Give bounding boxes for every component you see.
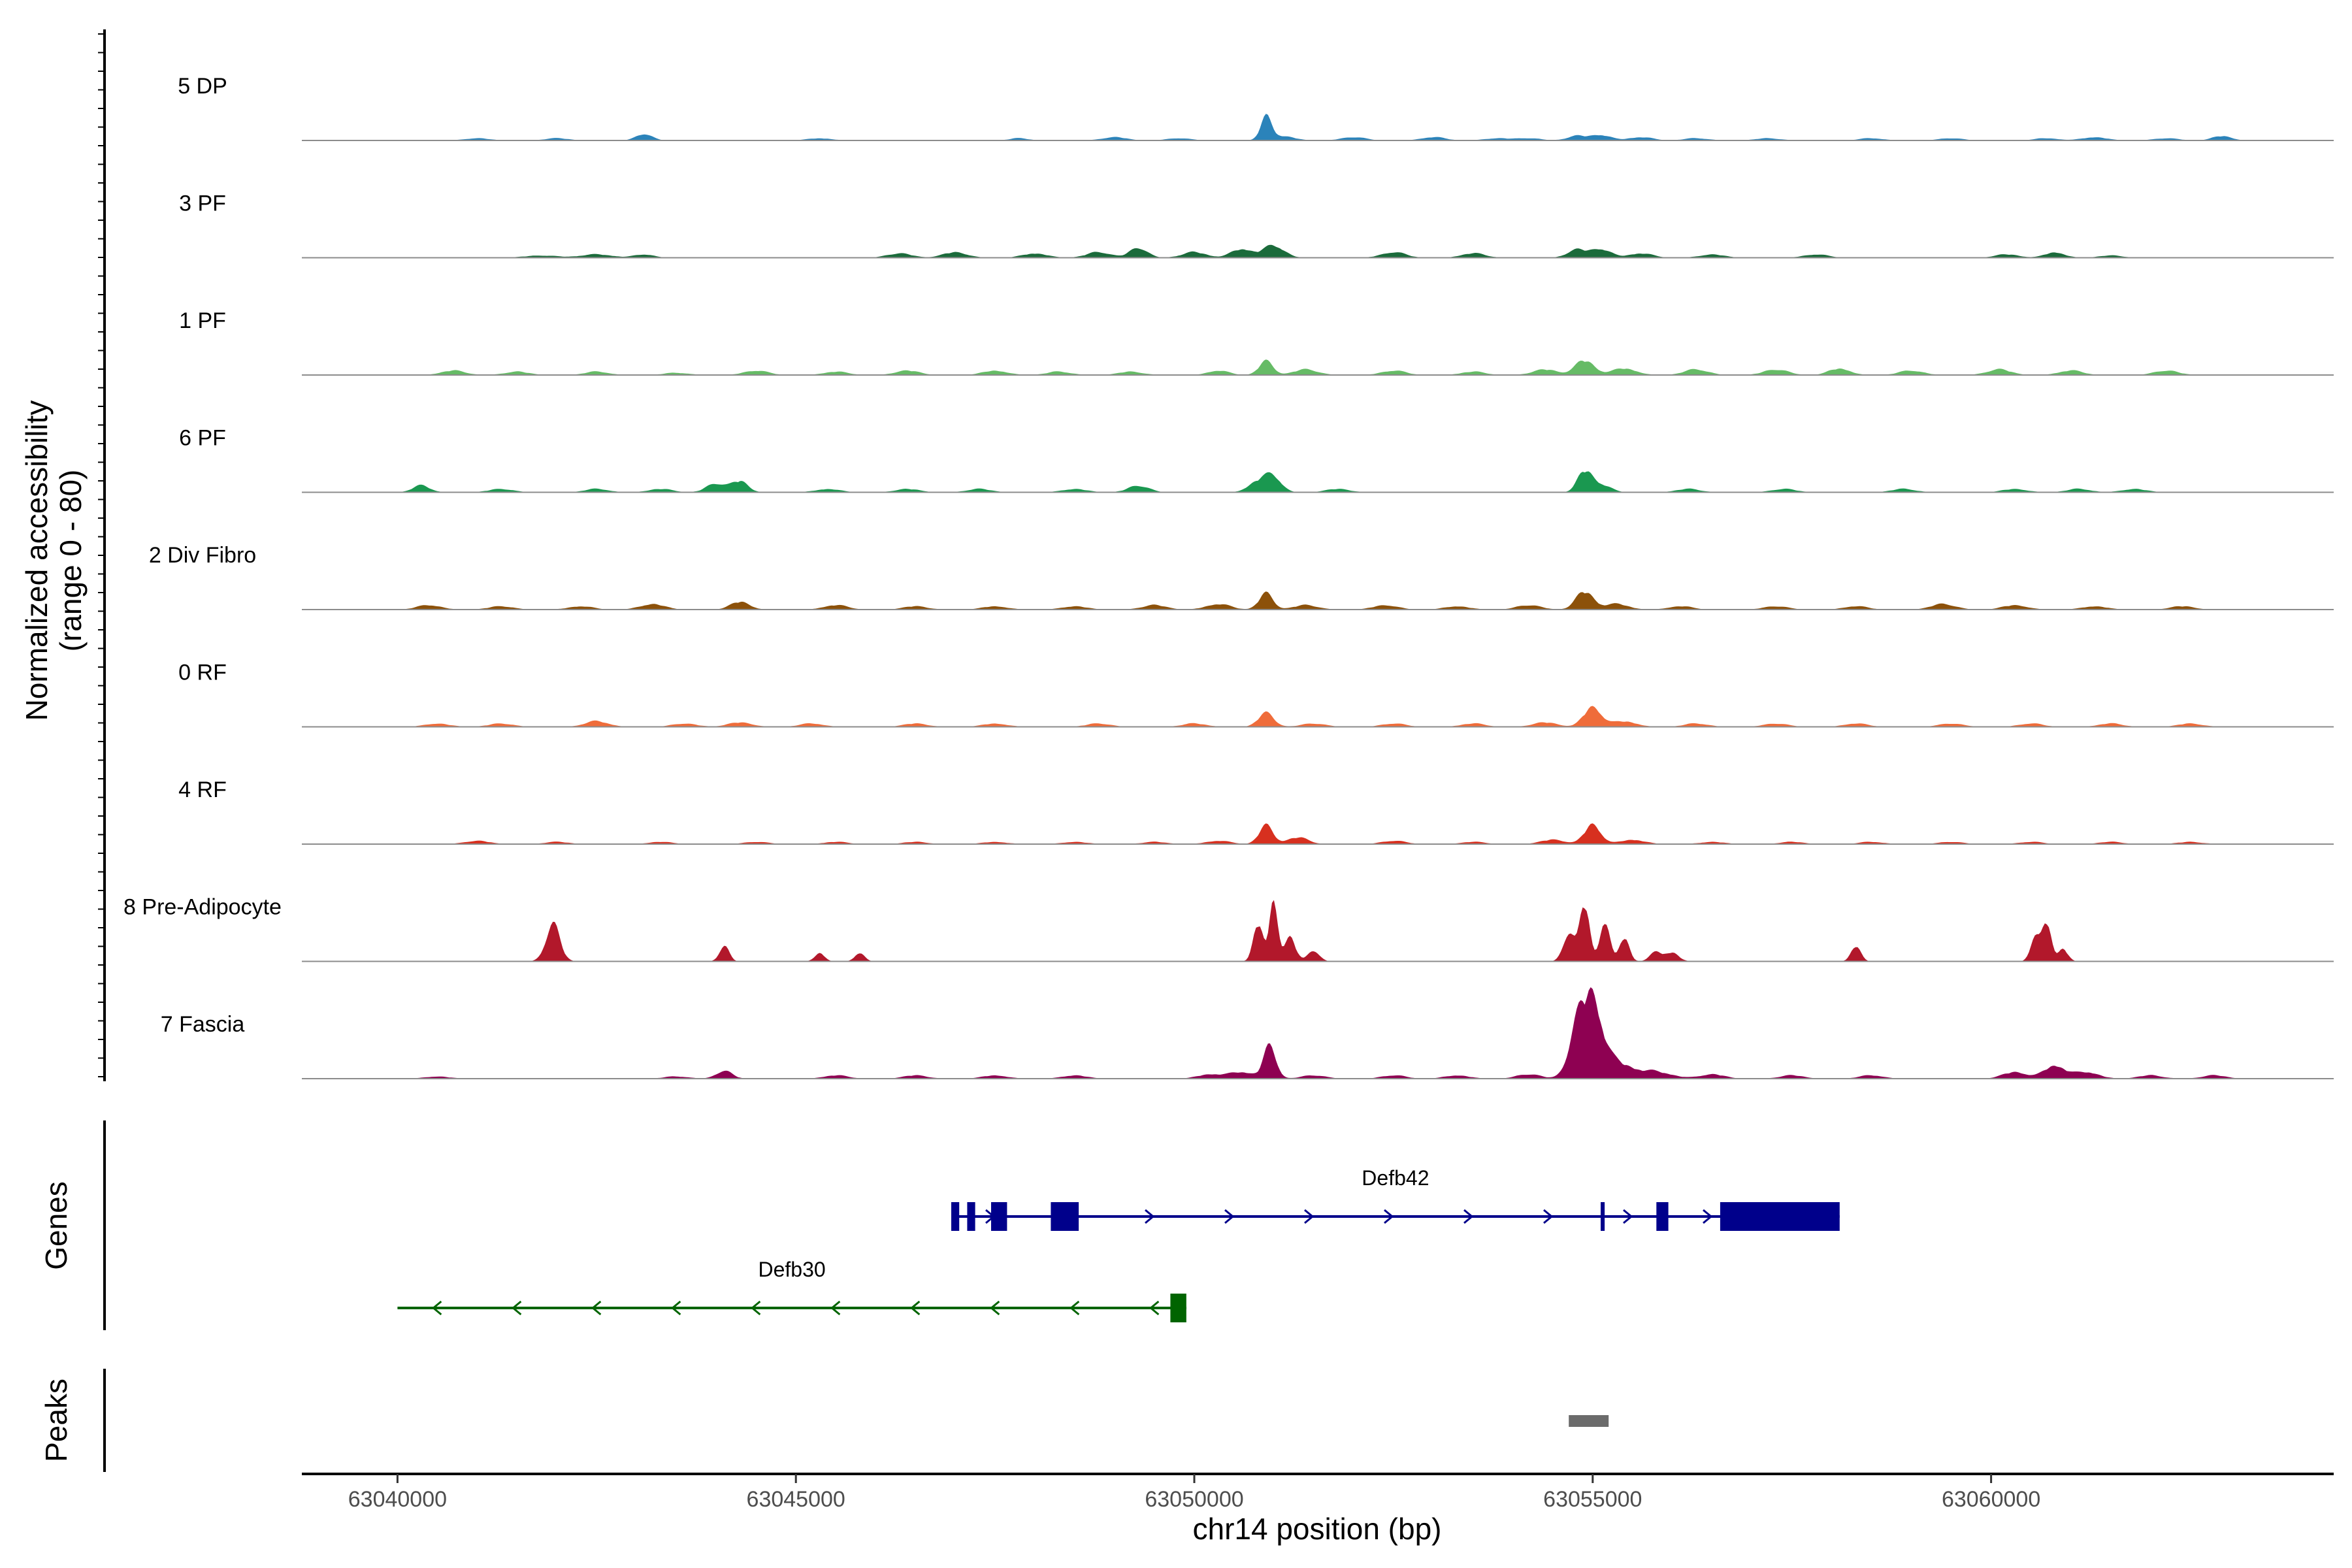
- x-tick-label: 63040000: [348, 1487, 447, 1512]
- strand-arrow: [1463, 1209, 1474, 1224]
- y-axis-title-line1: Normalized accessibility: [20, 400, 54, 721]
- coverage-area: [382, 471, 2246, 493]
- track-label: 2 Div Fibro: [149, 543, 256, 568]
- strand-arrow: [990, 1300, 1000, 1316]
- x-tick-label: 63060000: [1942, 1487, 2040, 1512]
- strand-arrow: [1224, 1209, 1235, 1224]
- coverage-area: [382, 244, 2246, 258]
- strand-arrow: [1543, 1209, 1554, 1224]
- exon-block: [951, 1202, 960, 1231]
- track-label: 5 DP: [178, 74, 227, 99]
- x-axis-title: chr14 position (bp): [1193, 1512, 1442, 1546]
- track-6-pf: 6 PF: [179, 426, 2334, 493]
- strand-arrow: [671, 1300, 681, 1316]
- gene-name-label: Defb30: [759, 1258, 826, 1281]
- coverage-area: [382, 987, 2246, 1079]
- peaks-panel-label: Peaks: [39, 1379, 73, 1462]
- y-axis-title-line2: (range 0 - 80): [54, 470, 88, 652]
- x-tick-label: 63050000: [1145, 1487, 1243, 1512]
- strand-arrow: [512, 1300, 522, 1316]
- track-label: 0 RF: [178, 661, 227, 685]
- exon-block: [967, 1202, 975, 1231]
- strand-arrow: [1070, 1300, 1080, 1316]
- exon-block: [1170, 1294, 1186, 1322]
- track-label: 3 PF: [179, 191, 226, 216]
- exon-block: [1601, 1202, 1605, 1231]
- coverage-y-axis: [98, 29, 106, 1081]
- peak-regions: [1569, 1415, 1609, 1427]
- x-tick-label: 63045000: [747, 1487, 845, 1512]
- track-2-div-fibro: 2 Div Fibro: [149, 543, 2334, 610]
- coverage-area: [382, 823, 2246, 844]
- track-4-rf: 4 RF: [178, 777, 2334, 845]
- track-1-pf: 1 PF: [179, 308, 2334, 376]
- track-3-pf: 3 PF: [179, 191, 2334, 259]
- exon-block: [1051, 1202, 1079, 1231]
- exon-block: [1720, 1202, 1840, 1231]
- exon-block: [991, 1202, 1007, 1231]
- track-0-rf: 0 RF: [178, 661, 2334, 728]
- strand-arrow: [1145, 1209, 1155, 1224]
- x-axis-ticks: 63040000 63045000 63050000 63055000 63060000: [348, 1474, 2040, 1512]
- strand-arrow: [1304, 1209, 1315, 1224]
- coverage-tracks: 5 DP 3 PF 1 PF 6 PF 2 Div Fibro 0 RF 4 RF 8 Pre…: [123, 74, 2334, 1079]
- coverage-area: [382, 706, 2246, 727]
- x-tick-label: 63055000: [1543, 1487, 1642, 1512]
- track-label: 8 Pre-Adipocyte: [123, 895, 282, 920]
- strand-arrow: [432, 1300, 442, 1316]
- strand-arrow: [1623, 1209, 1633, 1224]
- coverage-area: [382, 114, 2246, 140]
- track-label: 6 PF: [179, 426, 226, 451]
- strand-arrow: [591, 1300, 602, 1316]
- exon-block: [1656, 1202, 1669, 1231]
- coverage-area: [382, 359, 2246, 375]
- track-label: 7 Fascia: [161, 1012, 245, 1037]
- genes-panel-label: Genes: [39, 1181, 73, 1270]
- coverage-area: [382, 591, 2246, 610]
- strand-arrow: [751, 1300, 761, 1316]
- gene-name-label: Defb42: [1362, 1166, 1429, 1190]
- strand-arrow: [1384, 1209, 1394, 1224]
- coverage-area: [382, 900, 2246, 962]
- gene-annotations: Defb42 Defb30: [397, 1166, 1840, 1322]
- track-label: 1 PF: [179, 308, 226, 333]
- track-8-pre-adipocyte: 8 Pre-Adipocyte: [123, 895, 2334, 962]
- gene-defb30: Defb30: [397, 1258, 1186, 1322]
- strand-arrow: [1149, 1300, 1160, 1316]
- peak-region: [1569, 1415, 1609, 1427]
- track-7-fascia: 7 Fascia: [161, 987, 2334, 1079]
- gene-defb42: Defb42: [951, 1166, 1840, 1231]
- strand-arrow: [1703, 1209, 1713, 1224]
- track-label: 4 RF: [178, 777, 227, 802]
- strand-arrow: [910, 1300, 921, 1316]
- strand-arrow: [830, 1300, 841, 1316]
- track-5-dp: 5 DP: [178, 74, 2334, 141]
